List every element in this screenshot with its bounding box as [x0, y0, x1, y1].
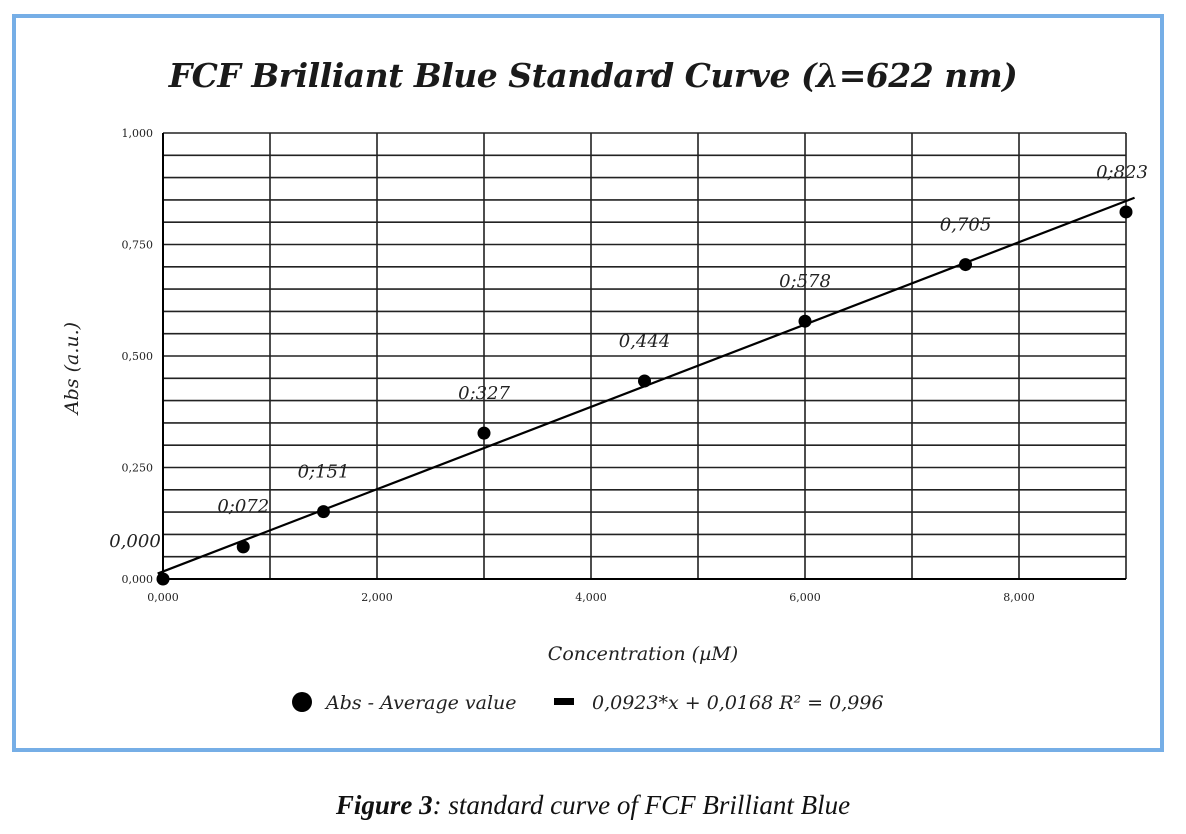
y-tick-label: 0,750	[122, 239, 154, 252]
data-point	[1119, 205, 1133, 219]
chart-frame	[12, 14, 1164, 752]
legend-label-points: Abs - Average value	[324, 692, 517, 714]
data-label: 0;327	[458, 383, 510, 404]
caption-text: : standard curve of FCF Brilliant Blue	[432, 790, 851, 820]
x-tick-label: 4,000	[575, 591, 607, 604]
data-label: 0;151	[298, 462, 350, 483]
y-tick-label: 0,250	[122, 462, 154, 475]
caption-prefix: Figure 3	[335, 790, 433, 820]
axes: 0,000 0,250 0,500 0,750 1,000 0,000 2,000 4,000…	[122, 127, 1126, 604]
data-point	[959, 258, 972, 272]
figure-caption: Figure 3: standard curve of FCF Brillian…	[0, 790, 1186, 821]
legend-marker-trendline	[554, 698, 574, 705]
x-axis-label: Concentration (µM)	[548, 643, 738, 665]
y-tick-label: 1,000	[122, 127, 154, 140]
data-point	[798, 314, 812, 328]
data-points	[156, 205, 1133, 586]
x-tick-label: 0,000	[147, 591, 179, 604]
data-label: 0,705	[940, 215, 992, 236]
data-label: 0;578	[779, 271, 831, 292]
grid	[162, 132, 1127, 580]
data-labels: 0,000 0;072 0;151 0;327 0,444 0;578 0,705 0;823	[109, 162, 1148, 552]
y-tick-label: 0,000	[122, 573, 154, 586]
y-axis-label: Abs (a.u.)	[61, 322, 83, 416]
data-label: 0,000	[109, 531, 161, 552]
legend: Abs - Average value 0,0923*x + 0,0168 R²…	[292, 692, 884, 714]
legend-label-trendline: 0,0923*x + 0,0168 R² = 0,996	[592, 692, 884, 714]
x-tick-label: 8,000	[1003, 591, 1035, 604]
legend-marker-points	[292, 692, 312, 712]
chart-title: FCF Brilliant Blue Standard Curve (λ=622…	[168, 56, 1018, 95]
data-point	[317, 505, 330, 519]
data-point	[638, 374, 651, 388]
data-label: 0;823	[1096, 162, 1148, 183]
data-point	[156, 572, 170, 586]
y-tick-label: 0,500	[122, 350, 154, 363]
data-label: 0,444	[619, 331, 671, 352]
x-tick-label: 6,000	[789, 591, 821, 604]
data-point	[477, 426, 491, 440]
data-point	[236, 540, 250, 554]
data-label: 0;072	[217, 496, 269, 517]
x-tick-label: 2,000	[361, 591, 393, 604]
